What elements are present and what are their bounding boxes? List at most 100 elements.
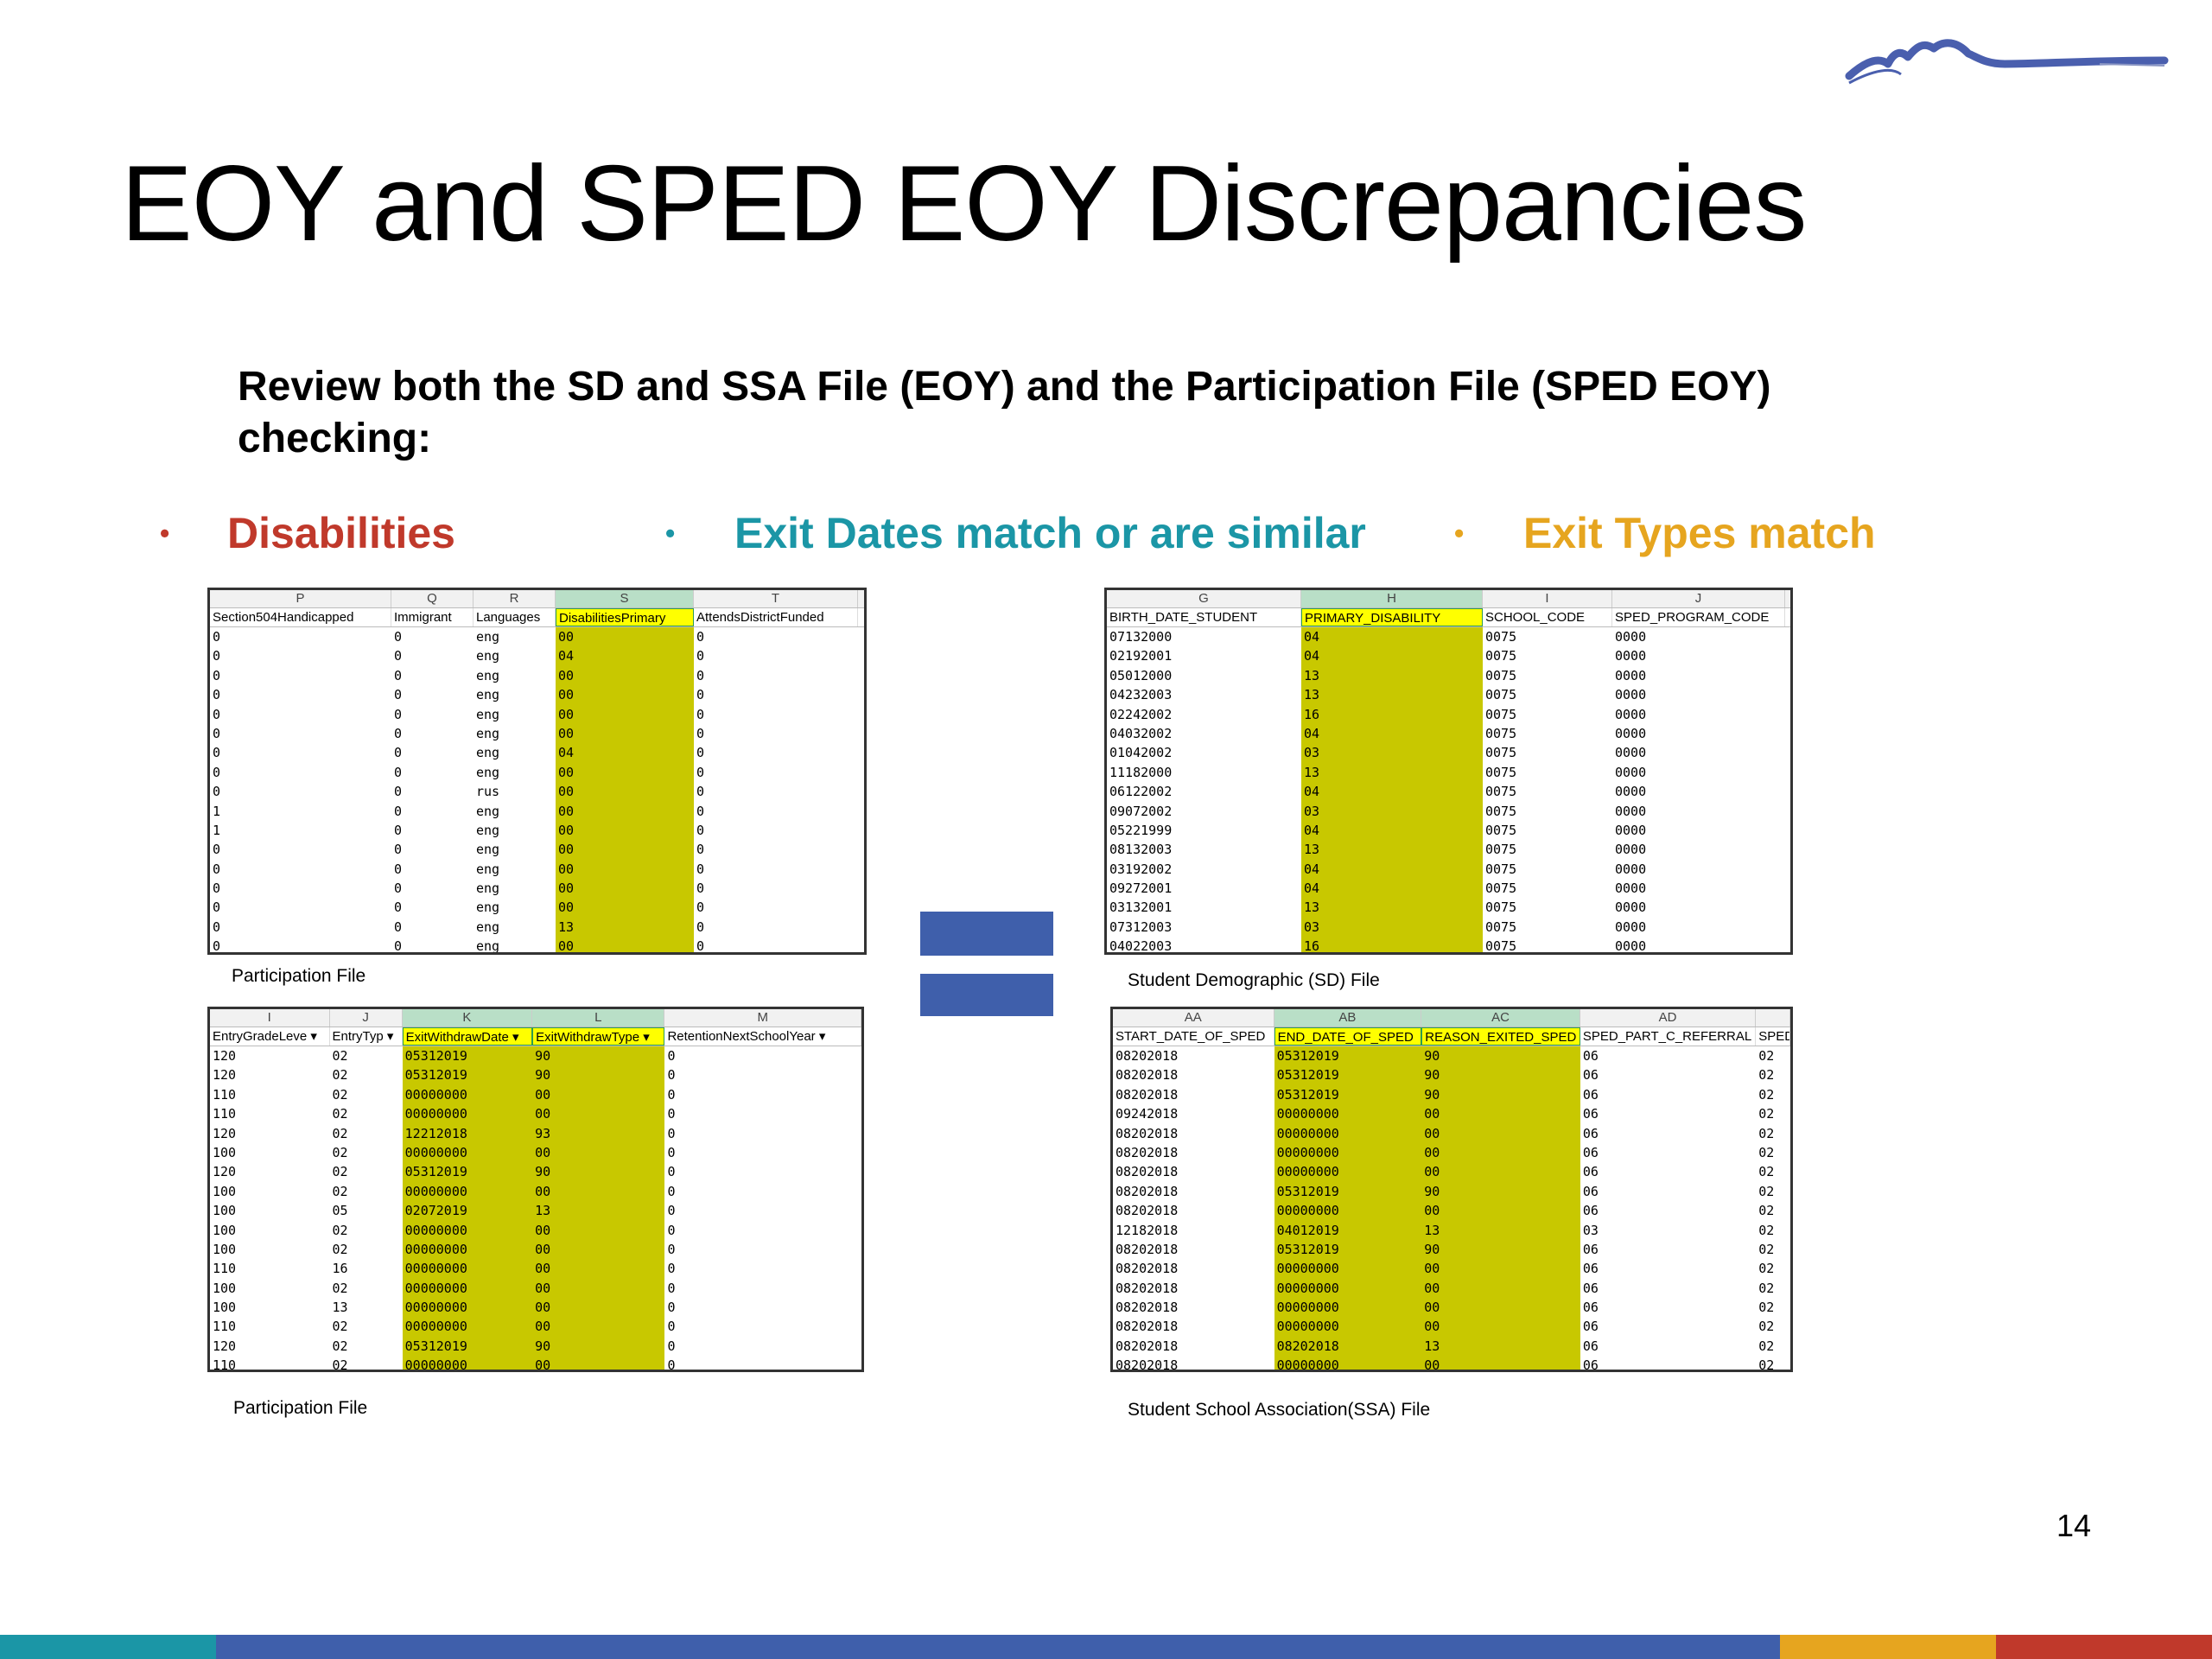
table-cell[interactable]: 0 xyxy=(213,784,221,800)
table-cell[interactable]: 0000 xyxy=(1615,745,1647,761)
table-cell[interactable]: 13 xyxy=(332,1300,348,1316)
table-cell[interactable]: 0075 xyxy=(1485,667,1517,683)
column-letter[interactable]: AA xyxy=(1113,1009,1274,1027)
table-cell[interactable]: 0 xyxy=(394,861,403,877)
column-header[interactable]: Section504Handicapped xyxy=(210,608,391,626)
table-cell[interactable]: 08202018 xyxy=(1274,1336,1422,1357)
table-cell[interactable]: 09242018 xyxy=(1116,1106,1179,1122)
table-cell[interactable]: 00000000 xyxy=(402,1181,533,1202)
table-cell[interactable]: 06 xyxy=(1582,1144,1599,1160)
table-cell[interactable]: 02 xyxy=(1758,1319,1775,1335)
table-cell[interactable]: 0075 xyxy=(1485,706,1517,722)
table-cell[interactable]: 01042002 xyxy=(1109,745,1173,761)
table-cell[interactable]: 0 xyxy=(667,1222,676,1238)
table-cell[interactable]: 00 xyxy=(532,1356,665,1370)
table-cell[interactable]: 13 xyxy=(1301,665,1483,686)
table-cell[interactable]: 0 xyxy=(696,880,705,897)
table-cell[interactable]: 05312019 xyxy=(1274,1065,1422,1085)
table-cell[interactable]: 0000 xyxy=(1615,725,1647,741)
column-letter[interactable]: L xyxy=(532,1009,665,1027)
table-cell[interactable]: eng xyxy=(476,745,500,761)
table-cell[interactable]: 0000 xyxy=(1615,899,1647,916)
table-cell[interactable]: 00 xyxy=(1421,1356,1580,1370)
table-cell[interactable]: 02 xyxy=(1758,1357,1775,1372)
table-cell[interactable]: 00000000 xyxy=(1274,1123,1422,1143)
table-cell[interactable]: 0 xyxy=(213,918,221,935)
table-cell[interactable]: 02 xyxy=(332,1319,348,1335)
table-cell[interactable]: 08132003 xyxy=(1109,842,1173,858)
table-cell[interactable]: 0075 xyxy=(1485,803,1517,819)
table-cell[interactable]: 13 xyxy=(1421,1220,1580,1240)
table-cell[interactable]: 00 xyxy=(532,1259,665,1279)
table-cell[interactable]: 0075 xyxy=(1485,648,1517,664)
table-cell[interactable]: 08202018 xyxy=(1116,1203,1179,1219)
column-letter[interactable]: I xyxy=(210,1009,330,1027)
table-cell[interactable]: 05312019 xyxy=(402,1065,533,1085)
table-cell[interactable]: 110 xyxy=(213,1357,237,1372)
table-cell[interactable]: 06 xyxy=(1582,1241,1599,1257)
table-cell[interactable]: 00 xyxy=(556,685,694,705)
table-cell[interactable]: 03 xyxy=(1301,917,1483,938)
table-cell[interactable]: 05312019 xyxy=(1274,1084,1422,1105)
table-cell[interactable]: 03132001 xyxy=(1109,899,1173,916)
table-cell[interactable]: 0 xyxy=(696,725,705,741)
table-cell[interactable]: 04032002 xyxy=(1109,725,1173,741)
table-cell[interactable]: 02 xyxy=(332,1067,348,1084)
table-cell[interactable]: eng xyxy=(476,725,500,741)
table-cell[interactable]: 00000000 xyxy=(402,1356,533,1370)
table-cell[interactable]: 100 xyxy=(213,1280,237,1296)
table-cell[interactable]: 04 xyxy=(556,743,694,763)
table-cell[interactable]: 0 xyxy=(667,1086,676,1103)
table-cell[interactable]: 0000 xyxy=(1615,667,1647,683)
table-cell[interactable]: 00000000 xyxy=(1274,1104,1422,1124)
table-cell[interactable]: 0 xyxy=(394,667,403,683)
table-cell[interactable]: 00000000 xyxy=(1274,1201,1422,1221)
table-cell[interactable]: 02 xyxy=(1758,1203,1775,1219)
table-cell[interactable]: 0 xyxy=(667,1125,676,1141)
table-cell[interactable]: 00000000 xyxy=(1274,1142,1422,1163)
table-cell[interactable]: eng xyxy=(476,764,500,780)
column-letter[interactable]: H xyxy=(1301,590,1483,607)
table-cell[interactable]: 06 xyxy=(1582,1125,1599,1141)
table-cell[interactable]: eng xyxy=(476,648,500,664)
column-header[interactable]: Languages xyxy=(474,608,556,626)
table-cell[interactable]: 00 xyxy=(532,1298,665,1318)
table-cell[interactable]: 08202018 xyxy=(1116,1067,1179,1084)
table-cell[interactable]: 00000000 xyxy=(402,1278,533,1299)
table-cell[interactable]: 0000 xyxy=(1615,687,1647,703)
table-cell[interactable]: 00000000 xyxy=(1274,1356,1422,1370)
table-cell[interactable]: 0075 xyxy=(1485,938,1517,955)
table-cell[interactable]: 00 xyxy=(556,840,694,860)
table-cell[interactable]: 90 xyxy=(1421,1084,1580,1105)
column-header[interactable]: ExitWithdrawType ▾ xyxy=(532,1027,665,1046)
table-cell[interactable]: 02 xyxy=(332,1086,348,1103)
column-header[interactable]: SPED xyxy=(1756,1027,1790,1046)
table-cell[interactable]: 13 xyxy=(1301,898,1483,918)
table-cell[interactable]: 00 xyxy=(1421,1317,1580,1337)
table-cell[interactable]: 00 xyxy=(556,762,694,783)
table-cell[interactable]: 09272001 xyxy=(1109,880,1173,897)
table-cell[interactable]: 00 xyxy=(556,801,694,821)
table-cell[interactable]: 120 xyxy=(213,1067,237,1084)
table-cell[interactable]: 02 xyxy=(1758,1144,1775,1160)
table-cell[interactable]: 04 xyxy=(1301,627,1483,647)
table-cell[interactable]: 02 xyxy=(332,1357,348,1372)
table-cell[interactable]: 02 xyxy=(1758,1125,1775,1141)
table-cell[interactable]: 00000000 xyxy=(402,1317,533,1337)
table-cell[interactable]: 0075 xyxy=(1485,687,1517,703)
table-cell[interactable]: 0075 xyxy=(1485,629,1517,645)
table-cell[interactable]: 0075 xyxy=(1485,822,1517,838)
table-cell[interactable]: 13 xyxy=(1301,762,1483,783)
table-cell[interactable]: 00000000 xyxy=(1274,1278,1422,1299)
table-cell[interactable]: 120 xyxy=(213,1338,237,1354)
column-header[interactable]: REASON_EXITED_SPED xyxy=(1421,1027,1580,1046)
table-cell[interactable]: 0 xyxy=(696,803,705,819)
table-cell[interactable]: 00 xyxy=(532,1278,665,1299)
table-cell[interactable]: 04012019 xyxy=(1274,1220,1422,1240)
table-cell[interactable]: 05312019 xyxy=(1274,1046,1422,1066)
table-cell[interactable]: eng xyxy=(476,706,500,722)
table-cell[interactable]: 00000000 xyxy=(1274,1298,1422,1318)
table-cell[interactable]: 08202018 xyxy=(1116,1338,1179,1354)
table-cell[interactable]: 110 xyxy=(213,1319,237,1335)
column-header[interactable]: SPED_PROGRAM_CODE xyxy=(1612,608,1785,626)
